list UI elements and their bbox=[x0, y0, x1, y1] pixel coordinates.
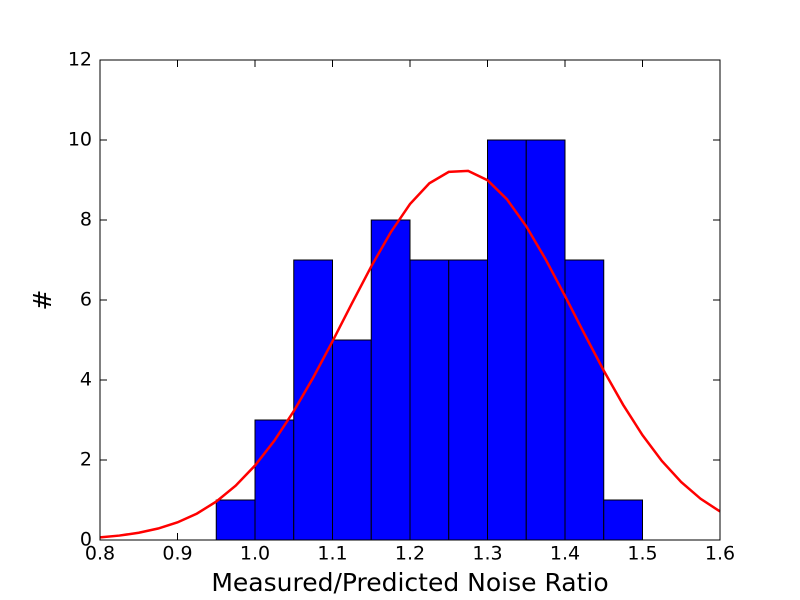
y-tick-label: 10 bbox=[68, 129, 92, 151]
x-tick-label: 1.0 bbox=[240, 543, 270, 565]
y-tick-label: 6 bbox=[80, 289, 92, 311]
bar bbox=[215, 499, 256, 541]
bar bbox=[370, 219, 411, 541]
y-tick-label: 12 bbox=[68, 49, 92, 71]
bar bbox=[603, 499, 643, 541]
y-tick-label: 2 bbox=[80, 449, 92, 471]
bar bbox=[254, 419, 295, 541]
bar bbox=[409, 259, 450, 541]
y-tick-label: 8 bbox=[80, 209, 92, 231]
bar bbox=[487, 139, 527, 541]
x-tick-label: 1.3 bbox=[472, 543, 502, 565]
bar bbox=[525, 139, 566, 541]
y-tick-label: 4 bbox=[80, 369, 92, 391]
bar bbox=[448, 259, 488, 541]
fit-curve bbox=[99, 169, 721, 539]
x-tick-label: 1.1 bbox=[317, 543, 347, 565]
x-tick-label: 1.4 bbox=[550, 543, 580, 565]
x-axis-label: Measured/Predicted Noise Ratio bbox=[211, 568, 608, 597]
x-tick-label: 1.5 bbox=[627, 543, 657, 565]
y-axis-label: # bbox=[28, 290, 57, 311]
bar bbox=[564, 259, 605, 541]
bar bbox=[332, 339, 372, 541]
y-tick-label: 0 bbox=[80, 529, 92, 551]
x-tick-label: 0.8 bbox=[85, 543, 115, 565]
x-tick-label: 1.6 bbox=[705, 543, 735, 565]
x-tick-label: 0.9 bbox=[162, 543, 192, 565]
x-tick-label: 1.2 bbox=[395, 543, 425, 565]
